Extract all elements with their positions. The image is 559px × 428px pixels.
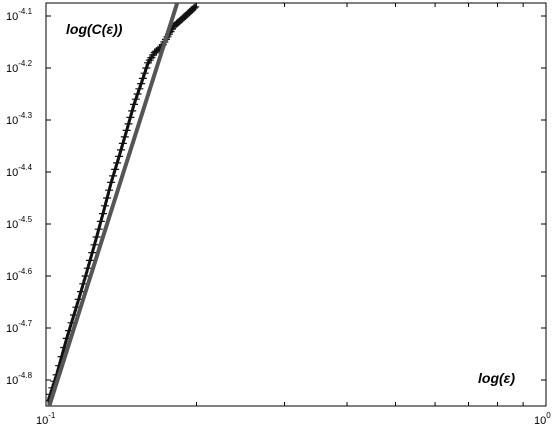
y-tick-label: 10-4.7: [6, 319, 33, 335]
data-point: [101, 201, 110, 210]
data-point: [90, 240, 99, 249]
x-tick-label: 100: [534, 411, 551, 427]
y-tick-label: 10-4.3: [6, 111, 33, 127]
data-point: [128, 106, 137, 115]
data-point: [105, 186, 114, 195]
data-point: [133, 90, 142, 98]
y-tick-label: 10-4.2: [6, 59, 33, 75]
data-point: [98, 209, 107, 218]
data-point: [142, 64, 151, 72]
x-tick-label: 10-1: [36, 411, 56, 427]
y-tick-label: 10-4.6: [6, 267, 33, 283]
series-layer: [46, 3, 200, 406]
data-point: [189, 4, 198, 13]
data-point: [96, 217, 105, 226]
data-point: [94, 225, 103, 234]
y-tick-label: 10-4.8: [6, 371, 33, 387]
data-point: [92, 233, 101, 241]
data-point: [120, 132, 129, 141]
data-point: [115, 152, 124, 161]
data-point: [111, 165, 120, 174]
y-tick-label: 10-4.4: [6, 163, 33, 179]
data-point: [124, 119, 133, 128]
data-point: [135, 84, 144, 93]
data-point: [113, 158, 122, 167]
y-tick-label: 10-4.1: [6, 7, 33, 23]
data-point: [88, 248, 97, 257]
plot-frame: [45, 2, 547, 407]
data-point: [86, 256, 95, 265]
data-point: [122, 126, 131, 135]
data-point: [118, 139, 127, 148]
data-point: [130, 100, 139, 109]
data-point: [131, 95, 140, 104]
data-point: [83, 264, 92, 273]
y-tick-label: 10-4.5: [6, 215, 33, 231]
data-point: [126, 113, 135, 122]
x-axis-title: log(ε): [478, 370, 515, 386]
data-point: [107, 178, 116, 187]
y-axis-title: log(C(ε)): [66, 21, 123, 37]
data-point: [109, 171, 118, 180]
data-point: [138, 74, 147, 83]
data-point: [79, 279, 88, 288]
data-point: [103, 194, 112, 202]
data-point: [116, 145, 125, 154]
data-point: [140, 69, 149, 78]
fit-line: [47, 3, 180, 406]
data-point: [191, 3, 200, 11]
data-point: [137, 79, 146, 88]
axis-ticks: [45, 3, 547, 406]
data-point: [81, 272, 90, 280]
tick-labels: 10-4.1 10-4.2 10-4.3 10-4.4 10-4.5 10-4.6 10-4…: [6, 7, 551, 427]
